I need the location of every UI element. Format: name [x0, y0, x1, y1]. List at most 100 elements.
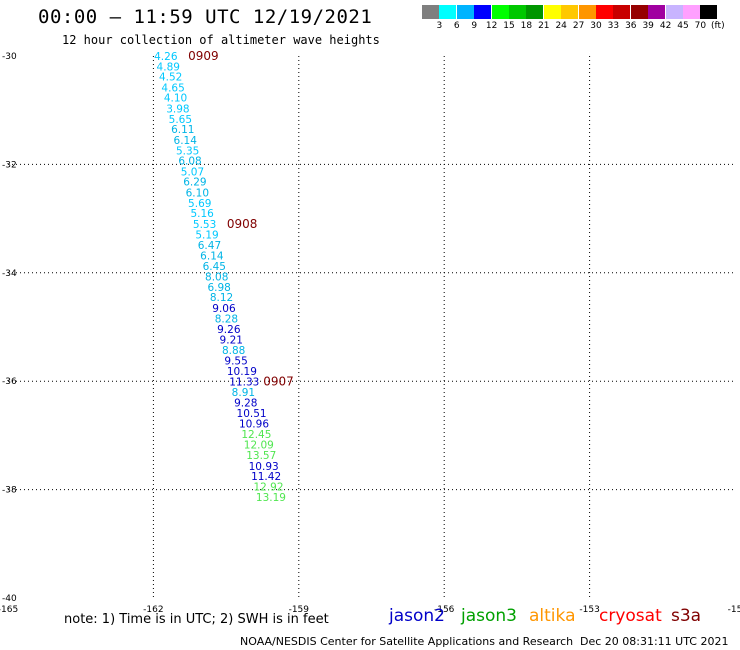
colorbar-swatch — [683, 5, 700, 19]
colorbar-swatch — [456, 5, 474, 19]
swh-value-label: 10.96 — [239, 418, 269, 430]
colorbar-tick-label: 18 — [520, 21, 533, 31]
colorbar-swatch — [422, 5, 439, 19]
swh-value-label: 8.08 — [205, 272, 228, 284]
swh-value-label: 8.88 — [222, 345, 245, 357]
colorbar-tick-label: 15 — [503, 21, 515, 31]
swh-value-label: 6.14 — [200, 250, 224, 262]
colorbar-tick-label: 33 — [607, 21, 620, 31]
legend-jason3: jason3 — [461, 606, 517, 626]
footer-timestamp: Dec 20 08:31:11 UTC 2021 — [580, 635, 729, 648]
footer-credit: NOAA/NESDIS Center for Satellite Applica… — [240, 635, 574, 648]
swh-value-label: 4.52 — [159, 72, 182, 84]
colorbar-tick-label: 45 — [677, 21, 689, 31]
lon-tick-label: -162 — [143, 605, 163, 615]
lat-tick-label: -36 — [2, 377, 17, 387]
lon-tick-label: -165 — [0, 605, 18, 615]
page-subtitle: 12 hour collection of altimeter wave hei… — [62, 33, 380, 47]
swh-value-label: 6.45 — [203, 261, 226, 273]
swh-value-label: 12.92 — [253, 481, 283, 493]
colorbar-tick-label: 12 — [485, 21, 498, 31]
colorbar-tick-label: 39 — [642, 21, 654, 31]
colorbar-tick-label: (ft) — [711, 21, 725, 31]
swh-value-label: 6.29 — [183, 177, 206, 189]
time-label: 0907 — [263, 375, 294, 389]
page-title: 00:00 – 11:59 UTC 12/19/2021 — [38, 6, 373, 28]
swh-value-label: 6.11 — [171, 124, 194, 136]
lat-tick-label: -32 — [2, 160, 17, 170]
lon-tick-label: -159 — [289, 605, 310, 615]
swh-value-label: 5.19 — [195, 229, 218, 241]
swh-value-label: 6.10 — [186, 188, 209, 200]
swh-value-label: 6.14 — [174, 135, 198, 147]
swh-value-label: 9.28 — [234, 397, 257, 409]
swh-value-label: 11.42 — [251, 471, 281, 483]
swh-value-label: 3.98 — [166, 104, 189, 116]
swh-value-label: 10.19 — [227, 366, 257, 378]
colorbar-tick-label: 70 — [694, 21, 707, 31]
colorbar-tick-label: 30 — [590, 21, 602, 31]
swh-value-label: 5.16 — [190, 208, 214, 220]
colorbar-tick-label: 36 — [625, 21, 637, 31]
swh-value-label: 9.55 — [224, 356, 247, 368]
swh-value-label: 13.57 — [246, 450, 276, 462]
lat-tick-label: -34 — [2, 269, 17, 279]
colorbar-swatch — [491, 5, 509, 19]
swh-value-label: 5.07 — [181, 166, 204, 178]
swh-value-label: 4.65 — [161, 82, 184, 94]
colorbar-swatch — [700, 5, 718, 19]
swh-value-label: 4.89 — [157, 61, 180, 73]
colorbar-tick-label: 9 — [471, 21, 478, 31]
colorbar-tick-label: 3 — [436, 21, 443, 31]
swh-value-label: 5.69 — [188, 198, 211, 210]
swh-value-label: 5.65 — [169, 114, 192, 126]
lon-tick-label: -156 — [434, 605, 455, 615]
lon-tick-label: -153 — [579, 605, 599, 615]
swh-value-label: 5.53 — [193, 219, 216, 231]
colorbar-swatch — [665, 5, 683, 19]
swh-value-label: 4.10 — [164, 93, 187, 105]
colorbar-swatch — [509, 5, 526, 19]
legend-altika: altika — [529, 606, 576, 626]
legend-s3a: s3a — [671, 606, 702, 626]
swh-value-label: 8.28 — [215, 313, 238, 325]
swh-value-label: 9.26 — [217, 324, 241, 336]
colorbar-swatch — [613, 5, 631, 19]
swh-value-label: 8.91 — [232, 387, 255, 399]
colorbar-swatch — [439, 5, 457, 19]
colorbar-tick-label: 27 — [572, 21, 585, 31]
colorbar-swatch — [561, 5, 579, 19]
swh-value-label: 9.06 — [212, 303, 236, 315]
swh-value-label: 6.98 — [207, 282, 230, 294]
swh-value-label: 12.09 — [244, 440, 274, 452]
swh-value-label: 13.19 — [256, 492, 286, 504]
swh-value-label: 9.21 — [220, 334, 243, 346]
swh-value-label: 12.45 — [241, 429, 271, 441]
lat-tick-label: -40 — [2, 594, 17, 604]
swh-value-label: 11.33 — [229, 377, 259, 389]
colorbar-tick-label: 21 — [538, 21, 550, 31]
swh-value-label: 6.47 — [198, 240, 221, 252]
colorbar-swatch — [578, 5, 596, 19]
colorbar-tick-label: 6 — [453, 21, 460, 31]
colorbar-tick-label: 24 — [555, 21, 567, 31]
colorbar-swatch — [630, 5, 648, 19]
time-label: 0908 — [227, 217, 258, 231]
time-label: 0909 — [188, 49, 219, 63]
colorbar-swatch — [596, 5, 613, 19]
legend-jason2: jason2 — [389, 606, 445, 626]
swh-value-label: 4.26 — [154, 51, 178, 63]
note-text: note: 1) Time is in UTC; 2) SWH is in fe… — [64, 612, 329, 627]
colorbar-swatch — [526, 5, 544, 19]
colorbar-swatch — [543, 5, 561, 19]
lat-tick-label: -38 — [2, 486, 17, 496]
swh-value-label: 10.51 — [237, 408, 267, 420]
legend-cryosat: cryosat — [599, 606, 662, 626]
swh-value-label: 8.12 — [210, 292, 233, 304]
swh-value-label: 6.08 — [178, 156, 201, 168]
colorbar-tick-label: 42 — [659, 21, 672, 31]
colorbar-swatch — [648, 5, 666, 19]
lon-tick-label: -15 — [728, 605, 740, 615]
swh-value-label: 10.93 — [249, 461, 279, 473]
